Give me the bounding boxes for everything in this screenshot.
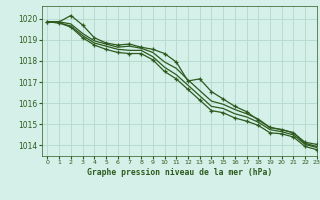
X-axis label: Graphe pression niveau de la mer (hPa): Graphe pression niveau de la mer (hPa) bbox=[87, 168, 272, 177]
